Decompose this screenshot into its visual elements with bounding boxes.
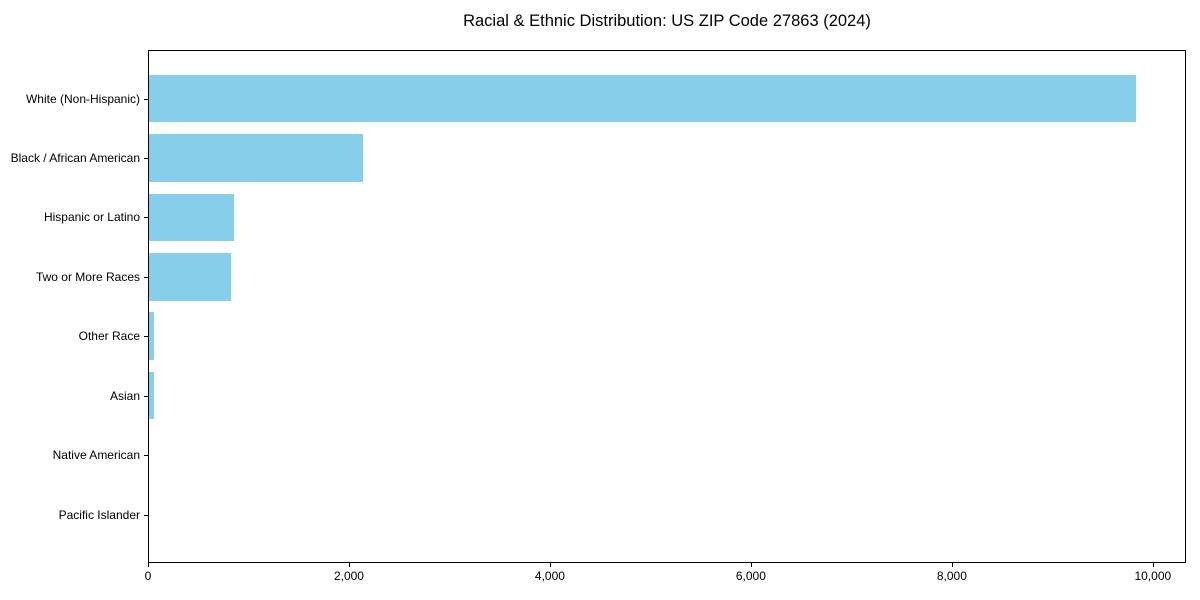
y-tick-mark	[144, 157, 148, 159]
y-tick-mark	[144, 514, 148, 516]
y-tick-mark	[144, 276, 148, 278]
plot-area	[148, 50, 1186, 563]
y-tick-label-pacific-islander: Pacific Islander	[58, 507, 140, 522]
x-tick-label-4000: 4,000	[534, 569, 565, 583]
bar-other-race	[149, 312, 155, 360]
x-tick-mark	[951, 563, 953, 567]
bar-two-or-more-races	[149, 253, 232, 301]
x-tick-label-6000: 6,000	[735, 569, 766, 583]
x-tick-mark	[1152, 563, 1154, 567]
bar-black-african-american	[149, 134, 364, 182]
y-tick-label-other-race: Other Race	[78, 329, 140, 344]
y-tick-mark	[144, 217, 148, 219]
x-tick-label-8000: 8,000	[936, 569, 967, 583]
y-tick-label-asian: Asian	[109, 388, 140, 403]
y-tick-mark	[144, 336, 148, 338]
bar-asian	[149, 371, 154, 420]
y-tick-label-white-non-hispanic: White (Non-Hispanic)	[25, 91, 140, 106]
x-tick-mark	[750, 563, 752, 567]
bar-hispanic-or-latino	[149, 193, 234, 242]
x-tick-label-2000: 2,000	[333, 569, 364, 583]
x-tick-label-0: 0	[144, 569, 152, 583]
x-tick-label-10000: 10,000	[1134, 569, 1172, 583]
y-tick-mark	[144, 455, 148, 457]
y-tick-mark	[144, 98, 148, 100]
y-tick-label-black-african-american: Black / African American	[10, 150, 140, 165]
x-tick-mark	[148, 563, 149, 567]
x-tick-mark	[549, 563, 551, 567]
y-tick-label-native-american: Native American	[52, 448, 140, 463]
bar-white-non-hispanic	[149, 74, 1136, 123]
y-tick-mark	[144, 395, 148, 397]
chart-title: Racial & Ethnic Distribution: US ZIP Cod…	[463, 12, 871, 30]
y-tick-label-hispanic-or-latino: Hispanic or Latino	[43, 210, 140, 225]
y-tick-label-two-or-more-races: Two or More Races	[35, 269, 140, 284]
x-tick-mark	[348, 563, 350, 567]
